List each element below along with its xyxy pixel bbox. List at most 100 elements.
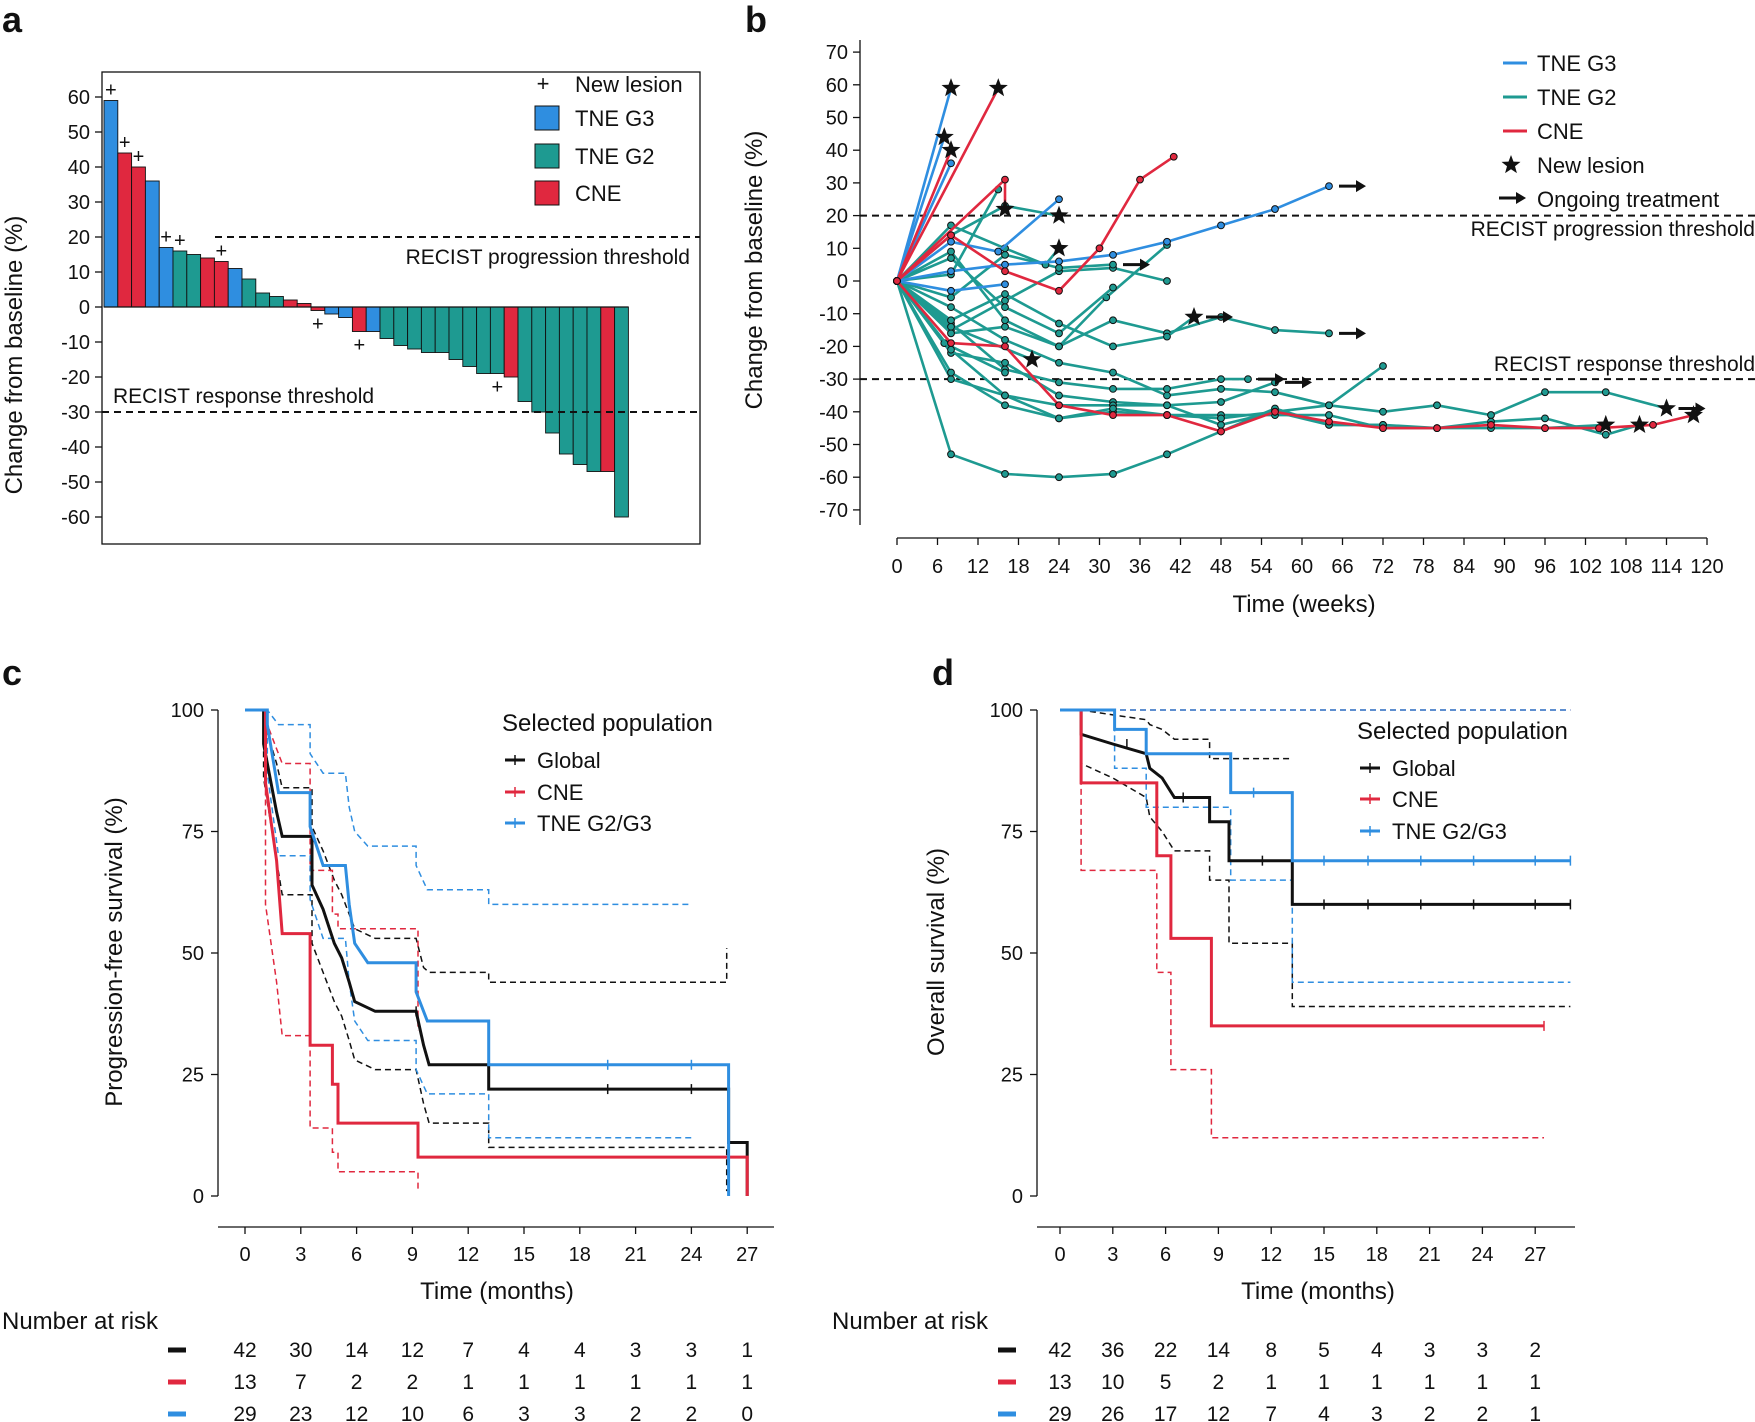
panel-c-ci-line — [245, 709, 419, 1031]
panel-d-ytick-label: 100 — [990, 700, 1023, 722]
panel-b-point — [1541, 424, 1549, 433]
panel-b-point — [1001, 358, 1009, 367]
panel-c-risk-value: 1 — [686, 1371, 698, 1394]
panel-b-legend-new-lesion: New lesion — [1537, 153, 1645, 178]
panel-d-ytick-label: 75 — [1001, 822, 1023, 844]
panel-c-risk-value: 13 — [233, 1371, 256, 1394]
panel-a-bar — [393, 306, 409, 346]
panel-c-km-curve — [245, 708, 731, 1196]
panel-b-point — [1055, 286, 1063, 295]
panel-d-ci-line — [1060, 709, 1571, 1008]
panel-b-point — [1163, 237, 1171, 246]
panel-a-progression-label: RECIST progression threshold — [406, 246, 690, 269]
panel-b-point — [1271, 205, 1279, 213]
panel-b-point — [1001, 303, 1009, 312]
panel-b-point — [1169, 152, 1178, 161]
panel-b-point — [947, 293, 955, 302]
panel-b-series-line — [895, 280, 1384, 427]
panel-d-risk-value: 12 — [1207, 1403, 1230, 1422]
panel-b-point — [947, 339, 955, 348]
panel-c-risk-value: 3 — [518, 1403, 530, 1422]
panel-c-legend-global: Global — [537, 748, 601, 773]
panel-c-risk-value: 1 — [574, 1371, 586, 1394]
panel-d-risk-value: 1 — [1371, 1371, 1383, 1394]
panel-a-ytick-label: -10 — [61, 332, 90, 354]
panel-b-point — [1055, 473, 1063, 482]
panel-b-point — [1109, 411, 1117, 419]
panel-b-xtick-label: 6 — [932, 556, 943, 578]
panel-b-ytick-label: 70 — [826, 42, 848, 64]
panel-c-risk-value: 2 — [686, 1403, 698, 1422]
panel-d-risk-value: 1 — [1265, 1371, 1277, 1394]
panel-a-bar — [103, 100, 119, 308]
panel-a-ylabel: Change from baseline (%) — [1, 216, 28, 495]
panel-a-new-lesion-marker: + — [160, 227, 172, 249]
panel-d-risk-value: 3 — [1424, 1339, 1436, 1362]
panel-a-new-lesion-marker: + — [491, 377, 503, 399]
panel-a-ytick-label: -20 — [61, 367, 90, 389]
panel-b-point — [1271, 407, 1279, 416]
panel-b-legend-tne-g2: TNE G2 — [1537, 85, 1616, 110]
panel-d-risk-value: 5 — [1318, 1339, 1330, 1362]
panel-c-risk-value: 3 — [574, 1403, 586, 1422]
panel-b-series-line — [896, 198, 1060, 283]
panel-b-new-lesion-star — [1049, 205, 1069, 224]
panel-d-risk-value: 2 — [1529, 1339, 1541, 1362]
panel-b-point — [1055, 414, 1063, 423]
panel-b-point — [1055, 342, 1063, 351]
panel-d-risk-value: 3 — [1477, 1339, 1489, 1362]
panel-b-new-lesion-star — [1657, 398, 1676, 417]
panel-c-risk-value: 7 — [462, 1339, 474, 1362]
panel-b-point — [1487, 411, 1495, 419]
panel-d-risk-value: 13 — [1048, 1371, 1071, 1394]
panel-b-ongoing-arrow-head — [1695, 402, 1706, 415]
panel-a-bar — [531, 306, 547, 413]
panel-d-xtick-label: 18 — [1366, 1244, 1388, 1266]
panel-b-point — [1325, 329, 1333, 338]
panel-c-risk-value: 3 — [630, 1339, 642, 1362]
panel-d-risk-value: 17 — [1154, 1403, 1177, 1422]
panel-c-ytick-label: 50 — [182, 943, 204, 965]
panel-a-bar — [131, 166, 146, 308]
panel-b-xtick-label: 102 — [1569, 556, 1602, 578]
panel-b-ytick-label: -60 — [819, 467, 848, 489]
panel-a-new-lesion-marker: + — [215, 241, 227, 263]
panel-a-legend-plus-icon: + — [537, 71, 550, 96]
panel-c-risk-value: 12 — [401, 1339, 424, 1362]
panel-d-risk-value: 10 — [1101, 1371, 1124, 1394]
panel-a-bar — [558, 306, 574, 455]
panel-d-legend-tne: TNE G2/G3 — [1392, 819, 1507, 844]
panel-b-xtick-label: 96 — [1534, 556, 1556, 578]
panel-b-point — [947, 267, 955, 276]
panel-b-point — [1217, 398, 1225, 406]
panel-b-point — [1109, 260, 1117, 269]
panel-a-bar — [600, 306, 616, 472]
panel-b-xtick-label: 114 — [1651, 556, 1683, 578]
panel-c-risk-value: 2 — [630, 1403, 642, 1422]
panel-d-risk-value: 3 — [1371, 1403, 1383, 1422]
panel-b-point — [1001, 290, 1009, 298]
panel-d-risk-value: 4 — [1318, 1403, 1330, 1422]
panel-a-bar — [462, 306, 478, 367]
panel-b-xtick-label: 78 — [1412, 556, 1434, 578]
panel-b-xtick-label: 48 — [1210, 556, 1232, 578]
panel-d-risk-value: 8 — [1265, 1339, 1277, 1362]
panel-d-risk-value: 2 — [1477, 1403, 1489, 1422]
panel-b-point — [1163, 401, 1171, 410]
panel-a-bar — [379, 306, 395, 339]
panel-b-ytick-label: -20 — [819, 336, 848, 358]
panel-b-point — [947, 159, 955, 168]
panel-b-point — [893, 277, 901, 285]
panel-a-legend-swatch-g2 — [534, 143, 560, 169]
panel-b-point — [947, 237, 955, 246]
panel-b-ongoing-arrow-head — [1275, 373, 1285, 386]
panel-d-risk-value: 1 — [1529, 1403, 1541, 1422]
panel-a-new-lesion-marker: + — [133, 146, 145, 168]
panel-b-point — [947, 450, 955, 459]
panel-b-point — [1271, 326, 1279, 334]
panel-b-point — [947, 316, 955, 325]
panel-b-point — [1109, 283, 1117, 292]
panel-b-legend-tne-g3: TNE G3 — [1537, 51, 1616, 76]
panel-b-point — [1095, 244, 1104, 253]
panel-b-xlabel: Time (weeks) — [1232, 591, 1375, 618]
